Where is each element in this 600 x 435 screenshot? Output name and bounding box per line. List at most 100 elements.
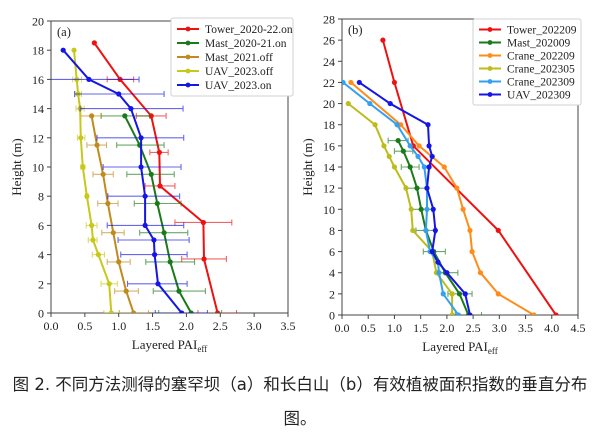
- data-point: [444, 270, 450, 276]
- series-UAV_202309: [356, 79, 473, 315]
- y-tick-label: 26: [323, 34, 335, 48]
- data-point: [381, 143, 387, 149]
- data-point: [407, 164, 413, 170]
- legend-label: Crane_202209: [507, 51, 575, 63]
- legend-label: Tower_2020-22.on: [205, 24, 293, 36]
- y-tick-label: 4: [329, 266, 335, 280]
- legend-label: Crane_202309: [507, 77, 575, 89]
- data-point: [454, 185, 460, 191]
- legend-label: Mast_202009: [507, 38, 571, 50]
- data-point: [179, 310, 185, 313]
- error-bar: [197, 310, 238, 313]
- legend-marker: [487, 92, 493, 97]
- data-point: [400, 148, 406, 154]
- plot-area: [342, 37, 559, 315]
- series-Mast_2020-21.on: [100, 112, 223, 313]
- data-point: [214, 310, 221, 313]
- legend: Tower_2020-22.on Mast_2020-21.on Mast_2021…: [170, 17, 294, 97]
- data-point: [89, 222, 95, 228]
- x-tick-label: 1.5: [145, 319, 160, 333]
- data-point: [424, 206, 430, 212]
- data-point: [391, 164, 398, 170]
- data-point: [367, 100, 373, 107]
- data-point: [89, 113, 95, 119]
- legend-marker: [487, 40, 493, 45]
- data-point: [157, 183, 163, 189]
- y-tick-label: 12: [323, 182, 335, 196]
- data-point: [86, 76, 92, 82]
- data-point: [455, 312, 462, 315]
- data-point: [395, 137, 401, 144]
- data-point: [372, 122, 378, 128]
- data-point: [116, 259, 122, 265]
- data-point: [435, 259, 441, 265]
- data-point: [128, 106, 134, 112]
- series-Crane_202305: [345, 100, 455, 315]
- error-bar: [454, 312, 483, 315]
- x-tick-label: 2.5: [213, 319, 228, 333]
- data-point: [151, 237, 157, 243]
- data-point: [138, 164, 144, 170]
- y-tick-label: 2: [329, 287, 335, 301]
- x-tick-label: 2.0: [179, 319, 194, 333]
- y-tick-label: 6: [329, 245, 335, 259]
- data-point: [90, 237, 96, 243]
- data-point: [394, 122, 400, 128]
- y-axis-label: Height (m): [300, 138, 315, 195]
- data-point: [403, 185, 409, 191]
- caption-line-1: 图 2. 不同方法测得的塞罕坝（a）和长白山（b）有效植被面积指数的垂直分布: [12, 375, 588, 394]
- x-tick-label: 0.0: [335, 321, 350, 335]
- x-tick-label: 0.0: [44, 319, 59, 333]
- data-point: [380, 37, 386, 43]
- data-point: [449, 312, 455, 315]
- x-tick-label: 1.0: [387, 321, 402, 335]
- data-point: [424, 185, 430, 191]
- y-tick-label: 16: [32, 73, 44, 87]
- data-point: [398, 122, 404, 128]
- y-tick-label: 10: [323, 203, 335, 217]
- data-point: [391, 79, 398, 86]
- y-tick-label: 18: [32, 44, 44, 58]
- data-point: [167, 259, 173, 265]
- data-point: [415, 153, 421, 160]
- data-point: [421, 164, 427, 170]
- data-point: [410, 227, 416, 234]
- figure: 0.0 0.5 1.0 1.5 2.0 2.5 3.0 3.50246810121416182…: [9, 13, 586, 357]
- x-tick-label: 3.5: [281, 319, 296, 333]
- data-point: [152, 252, 158, 258]
- y-tick-label: 14: [32, 102, 44, 116]
- legend-label: Tower_202209: [507, 25, 577, 37]
- legend-item: Mast_202009: [479, 38, 571, 50]
- legend-item: Tower_2020-22.on: [177, 24, 293, 36]
- series-Crane_202209: [348, 79, 537, 315]
- legend-frame: [170, 17, 294, 97]
- data-point: [131, 310, 137, 313]
- panel-b: 0.0 0.5 1.0 1.5 2.0 2.5 3.0 3.5 4.0 4.50246810121…: [300, 13, 586, 357]
- data-point: [386, 153, 392, 160]
- legend-item: UAV_202309: [479, 90, 571, 102]
- series-line: [93, 42, 219, 313]
- panel-a: 0.0 0.5 1.0 1.5 2.0 2.5 3.0 3.5 0 2 4 6 8 10 12 14 16 18 2…: [9, 15, 296, 355]
- data-point: [495, 291, 501, 297]
- y-tick-label: 0: [38, 307, 44, 321]
- data-point: [467, 227, 473, 234]
- series-UAV_2023.off: [71, 47, 120, 313]
- data-point: [156, 149, 162, 155]
- legend-item: Mast_2020-21.on: [177, 38, 287, 50]
- data-point: [495, 227, 501, 234]
- x-tick-label: 0.5: [361, 321, 376, 335]
- data-point: [60, 47, 66, 53]
- data-point: [426, 143, 432, 149]
- x-tick-label: 4.0: [544, 321, 559, 335]
- data-point: [414, 185, 420, 191]
- data-point: [142, 193, 148, 199]
- x-tick-label: 2.5: [466, 321, 481, 335]
- y-tick-label: 16: [323, 139, 335, 153]
- legend-item: Tower_202209: [479, 25, 577, 37]
- y-tick-label: 6: [38, 219, 44, 233]
- data-point: [105, 200, 111, 207]
- data-point: [407, 143, 413, 149]
- y-tick-label: 12: [32, 131, 44, 145]
- legend-marker: [487, 27, 493, 32]
